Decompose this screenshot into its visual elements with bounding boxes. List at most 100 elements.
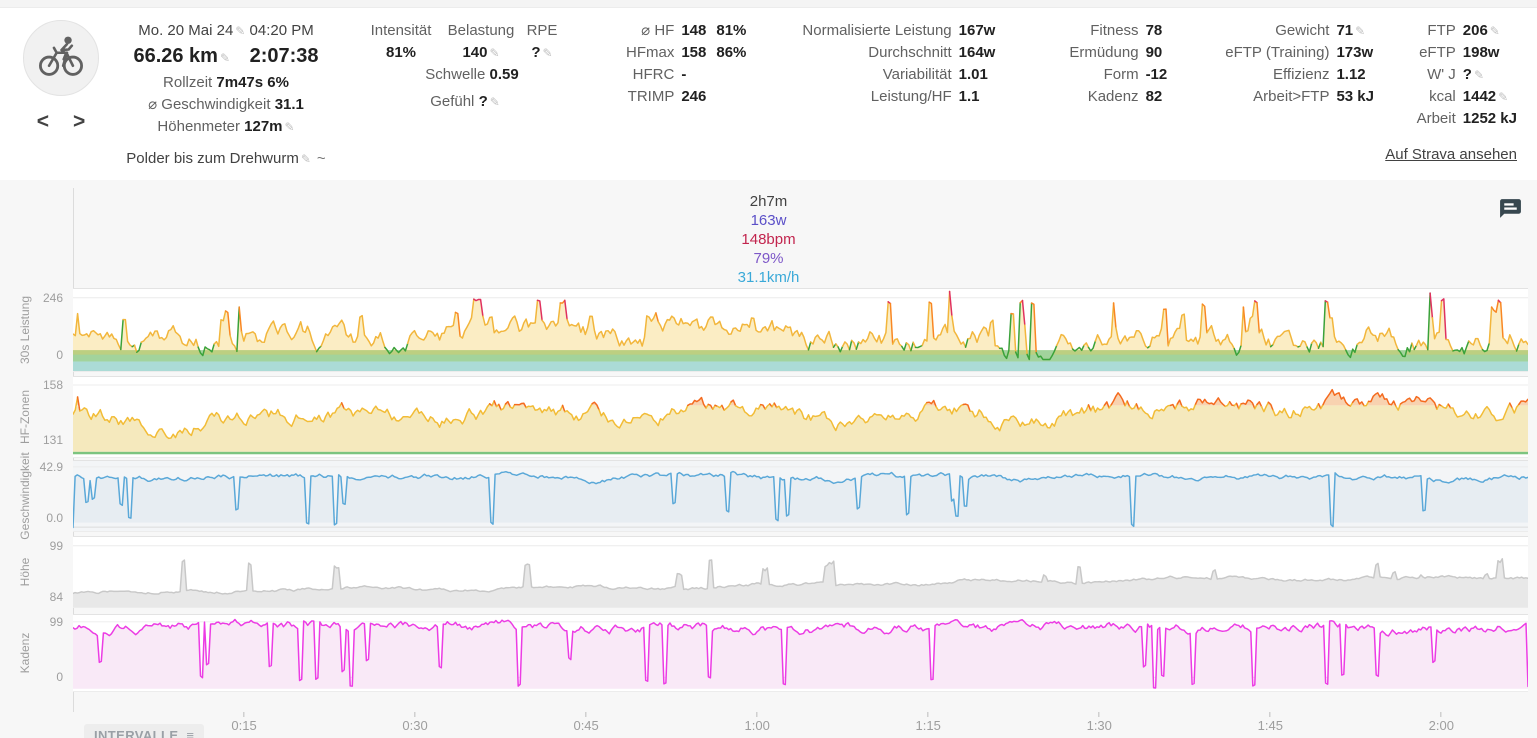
- activity-date: Mo. 20 Mai 24: [138, 22, 234, 39]
- rpe-label: RPE: [526, 22, 558, 39]
- form-value: -12: [1145, 66, 1168, 83]
- activity-header: < > Mo. 20 Mai 24 ✎ 04:20 PM 66.26 km ✎ 2:…: [0, 8, 1537, 180]
- hoehenmeter-label: Höhenmeter: [157, 118, 240, 135]
- y-tick-label: 246: [42, 290, 63, 305]
- ftp-value: 206: [1462, 22, 1488, 39]
- edit-title-icon[interactable]: ✎: [300, 152, 311, 166]
- schwelle-value: 0.59: [489, 66, 519, 83]
- intervals-menu-icon: ≡: [186, 728, 195, 738]
- ermuedung-label: Ermüdung: [1069, 44, 1139, 61]
- intervals-label: INTERVALLE: [94, 728, 179, 738]
- arbeit-value: 1252 kJ: [1462, 110, 1517, 127]
- rpe-value: ?: [531, 44, 541, 61]
- gewicht-label: Gewicht: [1275, 22, 1330, 39]
- form-label: Form: [1103, 66, 1139, 83]
- rollzeit-pct: 6%: [267, 74, 289, 91]
- hfmax-value: 158: [681, 44, 707, 61]
- rollzeit-value: 7m47s: [216, 74, 264, 91]
- edit-date-icon[interactable]: ✎: [235, 24, 246, 38]
- wj-value: ?: [1462, 66, 1472, 83]
- gefuehl-label: Gefühl: [430, 93, 475, 110]
- variability-label: Variabilität: [882, 66, 952, 83]
- prev-activity-button[interactable]: <: [36, 110, 49, 133]
- arbeit-ftp-value: 53 kJ: [1336, 88, 1374, 105]
- belastung-label: Belastung: [447, 22, 515, 39]
- strava-link[interactable]: Auf Strava ansehen: [1385, 146, 1517, 163]
- hover-hr-pct: 79%: [753, 250, 784, 267]
- elevation-axis-title: Höhe: [18, 557, 32, 587]
- x-tick: 1:45: [1258, 712, 1283, 733]
- eftp-value: 198w: [1462, 44, 1500, 61]
- edit-elevation-icon[interactable]: ✎: [284, 120, 295, 134]
- hfmax-label: HFmax: [626, 44, 675, 61]
- x-tick: 1:15: [916, 712, 941, 733]
- power-stats: Normalisierte Leistung 167w Durchschnitt…: [802, 20, 995, 170]
- edit-wj-icon[interactable]: ✎: [1473, 68, 1484, 82]
- y-tick-label: 0.0: [46, 510, 63, 525]
- top-strip: [0, 0, 1537, 8]
- y-tick-label: 42.9: [39, 459, 63, 474]
- effizienz-label: Effizienz: [1273, 66, 1330, 83]
- activity-title[interactable]: Polder bis zum Drehwurm: [126, 150, 299, 167]
- time-axis: 0:15 0:30 0:45 1:00 1:15 1:30 1:45 2:00: [73, 712, 1528, 738]
- avg-speed-label: ⌀ Geschwindigkeit: [148, 96, 271, 113]
- chart-hover-readout: 2h7m 163w 148bpm 79% 31.1km/h: [738, 192, 800, 287]
- speed-chart-panel[interactable]: Geschwindigkeit 42.9 0.0: [18, 452, 1528, 540]
- trimp-label: TRIMP: [627, 88, 675, 105]
- hf-avg-label: ⌀ HF: [641, 22, 675, 39]
- kcal-label: kcal: [1429, 88, 1456, 105]
- belastung-value: 140: [462, 44, 488, 61]
- hfrc-value: -: [681, 66, 687, 83]
- edit-gewicht-icon[interactable]: ✎: [1355, 24, 1366, 38]
- eftp-label: eFTP: [1419, 44, 1456, 61]
- hover-heartrate: 148bpm: [741, 231, 796, 248]
- kcal-value: 1442: [1462, 88, 1497, 105]
- edit-ftp-icon[interactable]: ✎: [1489, 24, 1500, 38]
- fitness-value: 78: [1145, 22, 1163, 39]
- hr-zones-chart-panel[interactable]: HF-Zonen 158 131: [18, 376, 1528, 458]
- kadenz-value: 82: [1145, 88, 1163, 105]
- edit-distance-icon[interactable]: ✎: [219, 51, 231, 65]
- edit-belastung-icon[interactable]: ✎: [489, 46, 500, 60]
- arbeit-label: Arbeit: [1416, 110, 1456, 127]
- hover-power: 163w: [750, 212, 787, 229]
- elevation-chart-panel[interactable]: Höhe 99 84: [18, 536, 1528, 608]
- arbeit-ftp-label: Arbeit>FTP: [1253, 88, 1330, 105]
- training-stats: Gewicht 71 ✎ eFTP (Training) 173w Effizie…: [1225, 20, 1374, 170]
- fitness-label: Fitness: [1090, 22, 1139, 39]
- avg-power-label: Durchschnitt: [868, 44, 952, 61]
- title-suffix: ~: [316, 150, 326, 167]
- gewicht-value: 71: [1336, 22, 1354, 39]
- hover-speed: 31.1km/h: [737, 269, 800, 286]
- y-tick-label: 0: [56, 670, 63, 685]
- np-value: 167w: [958, 22, 996, 39]
- power-chart-panel[interactable]: 30s Leistung 246 0: [18, 288, 1528, 372]
- y-tick-label: 158: [42, 378, 63, 392]
- intervals-section-toggle[interactable]: INTERVALLE ≡: [84, 724, 205, 738]
- hf-avg-value: 148: [681, 22, 707, 39]
- effizienz-value: 1.12: [1336, 66, 1366, 83]
- hf-stats: ⌀ HF 148 81% HFmax 158 86% HFRC - TRIMP 24…: [626, 20, 746, 170]
- activity-distance: 66.26 km: [133, 45, 218, 67]
- edit-rpe-icon[interactable]: ✎: [542, 46, 553, 60]
- next-activity-button[interactable]: >: [73, 110, 86, 133]
- power-hr-label: Leistung/HF: [870, 88, 952, 105]
- edit-gefuehl-icon[interactable]: ✎: [489, 95, 500, 109]
- edit-kcal-icon[interactable]: ✎: [1498, 90, 1509, 104]
- y-tick-label: 99: [49, 614, 63, 629]
- hoehenmeter-value: 127m: [244, 118, 283, 135]
- eftp-training-label: eFTP (Training): [1225, 44, 1330, 61]
- y-tick-label: 99: [49, 538, 63, 553]
- x-tick: 1:00: [745, 712, 770, 733]
- activity-type-avatar[interactable]: [23, 20, 99, 96]
- x-tick: 0:15: [231, 712, 257, 733]
- cyclist-icon: [35, 30, 87, 87]
- x-tick: 0:45: [573, 712, 599, 733]
- variability-value: 1.01: [958, 66, 988, 83]
- comment-icon[interactable]: [1498, 196, 1523, 226]
- ftp-label: FTP: [1427, 22, 1456, 39]
- cadence-axis-title: Kadenz: [18, 632, 32, 674]
- kadenz-label: Kadenz: [1087, 88, 1139, 105]
- cadence-chart-panel[interactable]: Kadenz 99 0: [18, 614, 1528, 692]
- avg-speed-value: 31.1: [274, 96, 304, 113]
